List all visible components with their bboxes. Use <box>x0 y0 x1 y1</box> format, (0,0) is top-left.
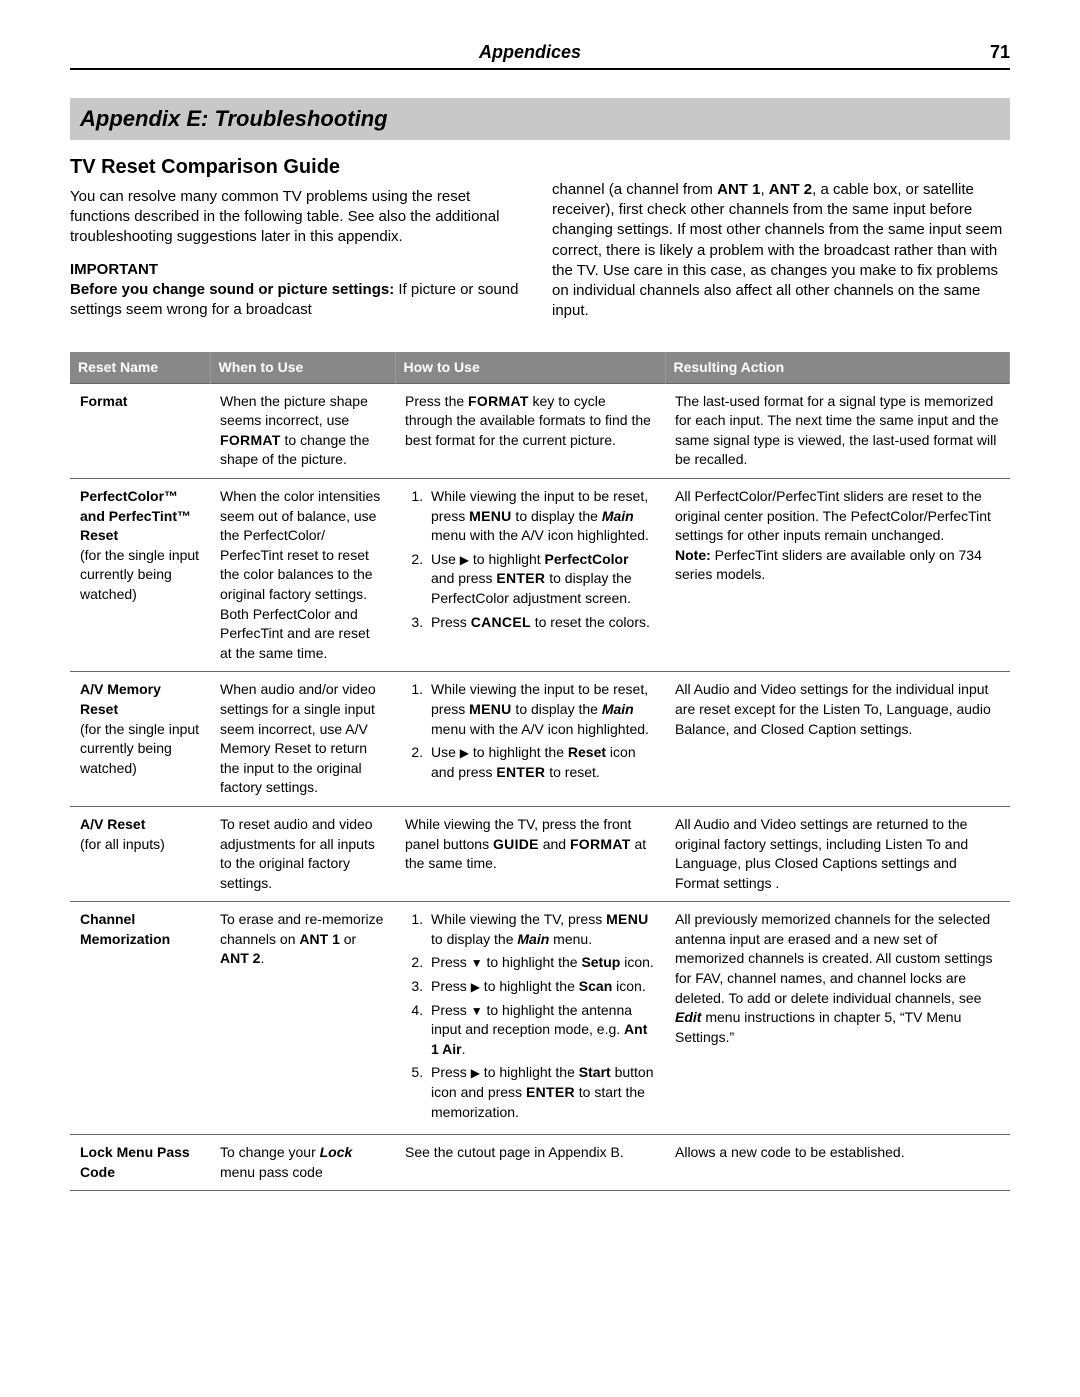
cell-when: When the color intensities seem out of b… <box>210 479 395 672</box>
th-result: Resulting Action <box>665 352 1010 383</box>
important-block: IMPORTANT Before you change sound or pic… <box>70 260 528 321</box>
cell-result: All Audio and Video settings are returne… <box>665 806 1010 901</box>
cell-reset-name: A/V Memory Reset(for the single input cu… <box>70 672 210 807</box>
intro-columns: TV Reset Comparison Guide You can resolv… <box>70 154 1010 334</box>
intro-right: channel (a channel from ANT 1, ANT 2, a … <box>552 154 1010 334</box>
cell-reset-name: Lock Menu Pass Code <box>70 1135 210 1191</box>
cell-result: The last-used format for a signal type i… <box>665 383 1010 478</box>
important-label: IMPORTANT <box>70 261 158 278</box>
intro-paragraph: You can resolve many common TV problems … <box>70 187 528 248</box>
cell-how: While viewing the TV, press the front pa… <box>395 806 665 901</box>
cell-result: All Audio and Video settings for the ind… <box>665 672 1010 807</box>
cell-reset-name: A/V Reset(for all inputs) <box>70 806 210 901</box>
cell-when: When audio and/or video settings for a s… <box>210 672 395 807</box>
cell-how: Press the FORMAT key to cycle through th… <box>395 383 665 478</box>
table-row: A/V Memory Reset(for the single input cu… <box>70 672 1010 807</box>
table-row: Lock Menu Pass CodeTo change your Lock m… <box>70 1135 1010 1191</box>
cell-result: All previously memorized channels for th… <box>665 902 1010 1135</box>
cell-when: To erase and re-memorize channels on ANT… <box>210 902 395 1135</box>
cell-result: All PerfectColor/PerfecTint sliders are … <box>665 479 1010 672</box>
cell-result: Allows a new code to be established. <box>665 1135 1010 1191</box>
appendix-title: Appendix E: Troubleshooting <box>70 98 1010 140</box>
page-number: 71 <box>990 40 1010 64</box>
cell-how: While viewing the TV, press MENU to disp… <box>395 902 665 1135</box>
intro-left: TV Reset Comparison Guide You can resolv… <box>70 154 528 334</box>
cell-how: While viewing the input to be reset, pre… <box>395 479 665 672</box>
th-reset-name: Reset Name <box>70 352 210 383</box>
cell-reset-name: Format <box>70 383 210 478</box>
subheading: TV Reset Comparison Guide <box>70 154 528 181</box>
th-how: How to Use <box>395 352 665 383</box>
table-row: PerfectColor™ and PerfecTint™ Reset(for … <box>70 479 1010 672</box>
page-header: Appendices 71 <box>70 40 1010 70</box>
cell-when: To reset audio and video adjustments for… <box>210 806 395 901</box>
cell-how: See the cutout page in Appendix B. <box>395 1135 665 1191</box>
cell-when: When the picture shape seems incorrect, … <box>210 383 395 478</box>
table-row: A/V Reset(for all inputs)To reset audio … <box>70 806 1010 901</box>
th-when: When to Use <box>210 352 395 383</box>
table-row: Channel MemorizationTo erase and re-memo… <box>70 902 1010 1135</box>
cell-how: While viewing the input to be reset, pre… <box>395 672 665 807</box>
important-prefix: Before you change sound or picture setti… <box>70 281 394 298</box>
section-title: Appendices <box>479 40 581 64</box>
table-row: FormatWhen the picture shape seems incor… <box>70 383 1010 478</box>
cell-reset-name: Channel Memorization <box>70 902 210 1135</box>
reset-table: Reset Name When to Use How to Use Result… <box>70 352 1010 1192</box>
intro-right-paragraph: channel (a channel from ANT 1, ANT 2, a … <box>552 180 1010 322</box>
cell-when: To change your Lock menu pass code <box>210 1135 395 1191</box>
cell-reset-name: PerfectColor™ and PerfecTint™ Reset(for … <box>70 479 210 672</box>
